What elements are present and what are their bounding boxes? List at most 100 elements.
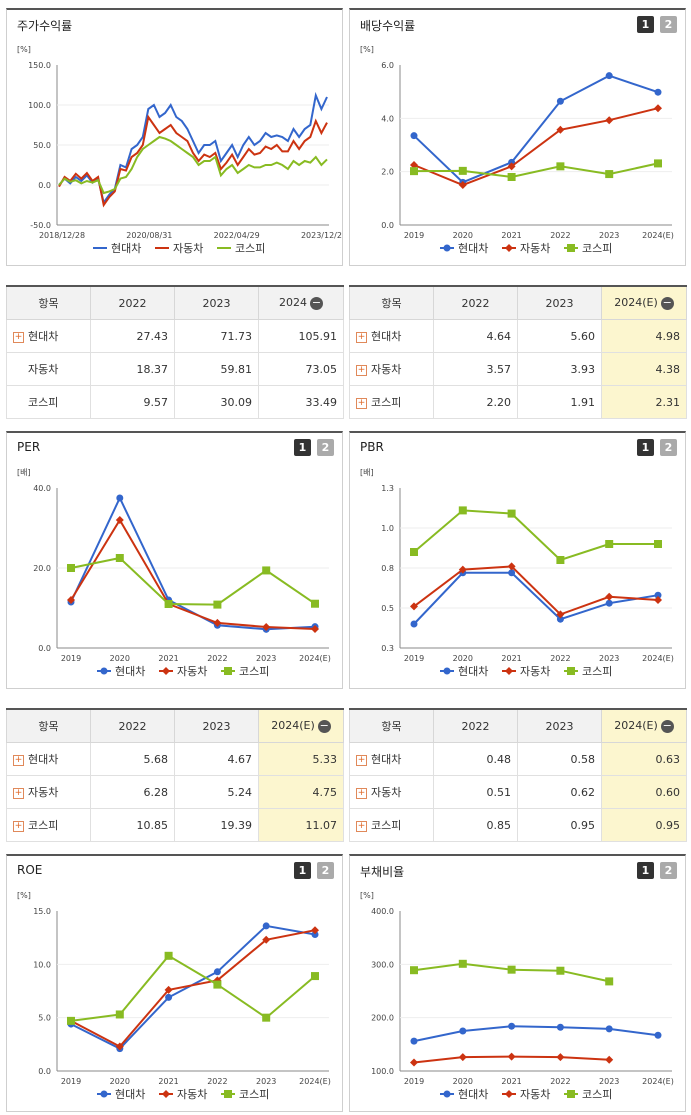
data-point <box>311 972 319 981</box>
expand-icon[interactable]: + <box>356 331 367 343</box>
header-year: 2022 <box>433 708 518 743</box>
x-tick-label: 2021 <box>501 231 521 240</box>
x-tick-label: 2024(E) <box>642 1077 674 1086</box>
data-table: 항목 2022 2023 2024(E) − + 현대차 0.48 0.58 0.63 + 자동차 0.… <box>349 708 687 842</box>
data-point <box>605 170 614 179</box>
table-row: + 자동차 3.57 3.93 4.38 <box>349 352 687 386</box>
table-cell: 105.91 <box>258 319 344 353</box>
row-label: + 현대차 <box>6 742 91 776</box>
y-tick-label: 0.3 <box>381 644 394 653</box>
table-cell: 71.73 <box>174 319 259 353</box>
data-point <box>410 620 418 628</box>
table-cell: 5.68 <box>90 742 175 776</box>
table-cell: 9.57 <box>90 385 175 419</box>
page-button-2[interactable]: 2 <box>660 862 677 879</box>
data-point <box>213 600 222 609</box>
legend-label: 현대차 <box>111 242 141 255</box>
expand-icon[interactable]: + <box>356 364 367 376</box>
page-button-1[interactable]: 1 <box>637 862 654 879</box>
legend-label: 현대차 <box>115 1088 145 1101</box>
x-tick-label: 2020 <box>110 654 130 663</box>
line-chart: [%]15.0 10.0 5.0 0.0 2019 2020 2021 2022 2023 202… <box>17 891 331 1101</box>
legend-marker <box>224 667 232 675</box>
data-point <box>410 161 418 169</box>
expand-icon[interactable]: + <box>13 787 24 799</box>
data-point <box>165 993 173 1001</box>
expand-icon[interactable]: + <box>13 820 24 832</box>
legend-label: 자동차 <box>520 1088 550 1101</box>
page-button-2[interactable]: 2 <box>317 862 334 879</box>
legend-marker <box>567 667 575 675</box>
page-button-1[interactable]: 1 <box>294 862 311 879</box>
expand-icon[interactable]: + <box>356 397 367 409</box>
header-year: 2023 <box>174 285 259 320</box>
table-cell: 0.62 <box>517 775 602 809</box>
table-cell: 59.81 <box>174 352 259 386</box>
data-point <box>556 615 564 623</box>
y-tick-label: 15.0 <box>33 907 51 916</box>
header-year: 2024(E) − <box>601 708 687 743</box>
table-row: + 현대차 4.64 5.60 4.98 <box>349 319 687 353</box>
table-cell: 11.07 <box>258 808 344 842</box>
line-chart: [%] 400.0 300.0 200.0 100.0 2019 2020 2021 2022 2… <box>360 891 674 1101</box>
y-tick-label: 20.0 <box>33 564 51 573</box>
data-point <box>556 1023 564 1031</box>
series-line <box>70 924 316 1050</box>
expand-icon[interactable]: + <box>356 754 367 766</box>
data-point <box>507 162 516 171</box>
series-line <box>413 565 659 616</box>
page-button-2[interactable]: 2 <box>660 439 677 456</box>
row-label: + 자동차 <box>349 775 434 809</box>
header-year: 2023 <box>517 708 602 743</box>
series-line <box>70 495 316 631</box>
page-button-1[interactable]: 1 <box>294 439 311 456</box>
page-button-2[interactable]: 2 <box>317 439 334 456</box>
table-cell: 4.67 <box>174 742 259 776</box>
x-tick-label: 2019 <box>404 231 424 240</box>
data-point <box>213 980 222 989</box>
table-cell: 5.60 <box>517 319 602 353</box>
y-tick-label: 100.0 <box>371 1067 394 1076</box>
expand-icon[interactable]: + <box>13 754 24 766</box>
data-point <box>605 116 614 125</box>
legend-label: 코스피 <box>582 1088 612 1101</box>
x-tick-label: 2020 <box>453 231 473 240</box>
page-button-1[interactable]: 1 <box>637 16 654 33</box>
series-line <box>70 954 316 1022</box>
table-cell: 3.57 <box>433 352 518 386</box>
line-chart: [배]40.0 20.0 0.0 2019 2020 2021 2022 2023 2024(E… <box>17 468 331 678</box>
x-tick-label: 2020 <box>110 1077 130 1086</box>
legend-label: 현대차 <box>458 665 488 678</box>
data-point <box>654 591 662 599</box>
unit-label: [%] <box>17 45 31 54</box>
page-button-2[interactable]: 2 <box>660 16 677 33</box>
collapse-icon[interactable]: − <box>310 295 323 310</box>
x-tick-label: 2019 <box>404 1077 424 1086</box>
legend-marker <box>162 667 170 675</box>
data-point <box>556 125 565 134</box>
expand-icon[interactable]: + <box>356 820 367 832</box>
data-point <box>458 1053 467 1062</box>
expand-icon[interactable]: + <box>13 331 24 343</box>
x-tick-label: 2019 <box>61 654 81 663</box>
table-row: + 코스피 0.85 0.95 0.95 <box>349 808 687 842</box>
data-point <box>311 930 319 938</box>
legend-label: 코스피 <box>239 1088 269 1101</box>
unit-label: [%] <box>360 45 374 54</box>
collapse-icon[interactable]: − <box>660 718 674 733</box>
data-point <box>262 623 271 632</box>
row-label: + 현대차 <box>349 319 434 353</box>
x-tick-label: 2022 <box>207 1077 227 1086</box>
expand-icon[interactable]: + <box>356 787 367 799</box>
collapse-icon[interactable]: − <box>660 295 674 310</box>
data-point <box>508 1022 516 1030</box>
x-tick-label: 2024(E) <box>642 654 674 663</box>
row-label: + 코스피 <box>349 808 434 842</box>
legend-label: 자동차 <box>520 665 550 678</box>
page-button-1[interactable]: 1 <box>637 439 654 456</box>
collapse-icon[interactable]: − <box>317 718 331 733</box>
unit-label: [배] <box>17 468 31 477</box>
chart-panel: ROE 1 2 [%] 15.0 10.0 5.0 0.0 2019 2020 2021 2022 20… <box>6 854 343 1112</box>
y-tick-label: 1.0 <box>381 524 394 533</box>
row-label: + 현대차 <box>349 742 434 776</box>
